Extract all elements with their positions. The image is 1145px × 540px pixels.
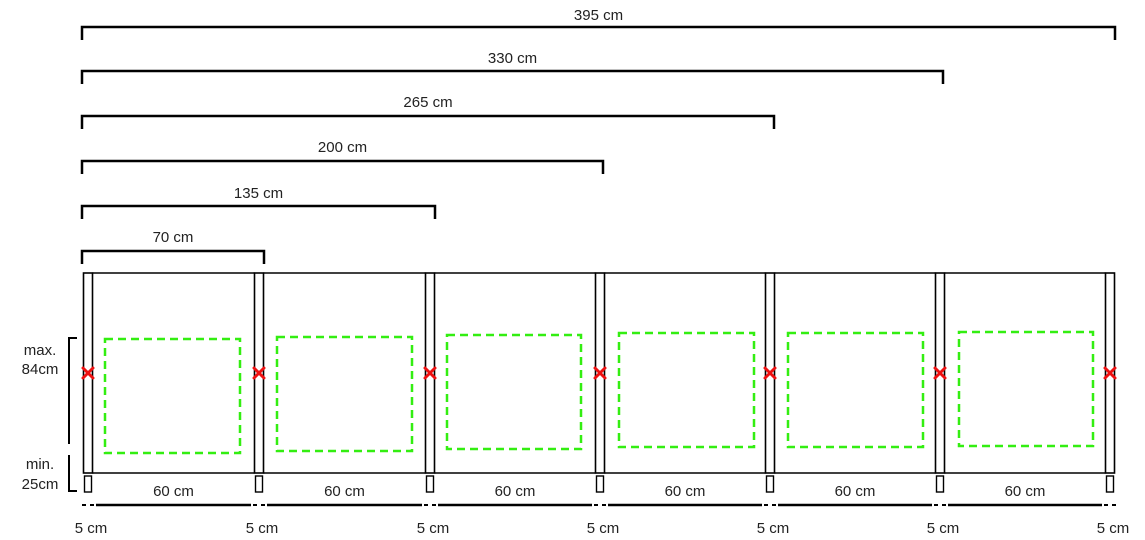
height-dimensions: max. 84cm min. 25cm <box>22 337 77 493</box>
min-height-bracket <box>68 455 77 492</box>
post-width-label: 5 cm <box>927 520 960 537</box>
panel-width-label: 60 cm <box>324 483 365 500</box>
span-bracket: 265 cm <box>80 94 776 129</box>
span-label: 395 cm <box>574 7 623 24</box>
span-bracket: 70 cm <box>80 229 266 264</box>
max-height-value: 84cm <box>22 361 59 378</box>
fence-elevation <box>81 272 1117 493</box>
span-bracket-line <box>80 249 266 264</box>
span-label: 200 cm <box>318 139 367 156</box>
post-width-label: 5 cm <box>1097 520 1130 537</box>
span-bracket-line <box>80 204 437 219</box>
span-bracket: 395 cm <box>80 7 1117 40</box>
max-height-label: max. <box>24 342 57 359</box>
panel-opening <box>103 337 242 455</box>
post-foot <box>425 475 435 493</box>
post-width-label: 5 cm <box>75 520 108 537</box>
span-label: 70 cm <box>153 229 194 246</box>
red-x-icon <box>1103 366 1117 380</box>
panel-opening <box>617 331 756 449</box>
min-height-value: 25cm <box>22 476 59 493</box>
post-width-label: 5 cm <box>246 520 279 537</box>
post-foot <box>595 475 605 493</box>
panel-opening <box>445 333 583 451</box>
post-width-label: 5 cm <box>757 520 790 537</box>
red-x-icon <box>763 366 777 380</box>
max-height-dimension: max. 84cm <box>22 337 77 444</box>
max-height-bracket <box>68 337 77 444</box>
post-width-label: 5 cm <box>417 520 450 537</box>
panel-opening <box>275 335 414 453</box>
post-width-label: 5 cm <box>587 520 620 537</box>
span-bracket: 330 cm <box>80 50 945 84</box>
span-dimensions: 395 cm 330 cm 265 cm 200 cm 135 cm 70 cm <box>80 7 1117 264</box>
red-x-icon <box>593 366 607 380</box>
panel-width-label: 60 cm <box>153 483 194 500</box>
panel-opening <box>957 330 1095 448</box>
panel-width-label: 60 cm <box>495 483 536 500</box>
post-foot <box>254 475 264 493</box>
span-bracket-line <box>80 69 945 84</box>
span-bracket-line <box>80 159 605 174</box>
post-foot <box>935 475 945 493</box>
span-label: 330 cm <box>488 50 537 67</box>
bottom-dimensions: 60 cm 60 cm 60 cm 60 cm 60 cm 60 cm 5 cm 5 cm 5 … <box>75 483 1130 537</box>
panel-width-label: 60 cm <box>1005 483 1046 500</box>
post-foot <box>1105 475 1115 493</box>
span-bracket: 135 cm <box>80 185 437 219</box>
panel-opening <box>786 331 925 449</box>
panel-width-label: 60 cm <box>835 483 876 500</box>
post-foot <box>765 475 775 493</box>
red-x-icon <box>252 366 266 380</box>
span-label: 135 cm <box>234 185 283 202</box>
span-bracket: 200 cm <box>80 139 605 174</box>
min-height-label: min. <box>26 456 54 473</box>
span-label: 265 cm <box>403 94 452 111</box>
red-x-icon <box>423 366 437 380</box>
min-height-dimension: min. 25cm <box>22 455 77 493</box>
span-bracket-line <box>80 25 1117 40</box>
post-foot <box>83 475 93 493</box>
span-bracket-line <box>80 114 776 129</box>
red-x-icon <box>933 366 947 380</box>
panel-width-label: 60 cm <box>665 483 706 500</box>
red-x-icon <box>81 366 95 380</box>
